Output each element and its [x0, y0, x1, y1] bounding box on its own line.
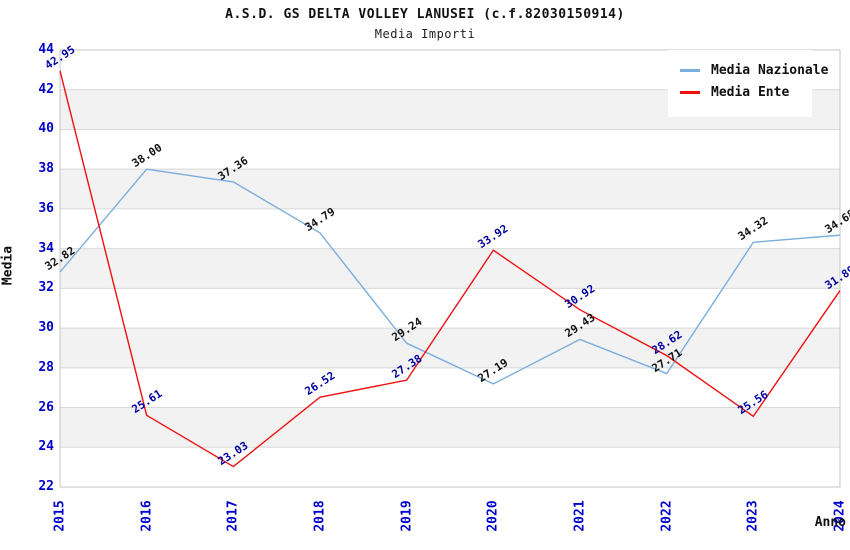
y-tick-label: 36	[38, 200, 54, 216]
legend-label: Media Nazionale	[711, 63, 829, 78]
legend-item-media-ente: Media Ente	[680, 85, 812, 100]
y-tick-label: 42	[38, 81, 54, 97]
grid-band	[60, 407, 840, 448]
legend-item-media-nazionale: Media Nazionale	[680, 63, 828, 78]
x-axis-title: Anno	[814, 515, 846, 530]
grid-band	[60, 248, 840, 289]
grid-band	[60, 328, 840, 368]
x-tick-label: 2016	[139, 500, 155, 532]
series-line-media-ente	[59, 70, 841, 468]
x-tick-label: 2022	[659, 500, 675, 532]
y-tick-label: 32	[38, 280, 54, 296]
grid-band	[60, 169, 840, 209]
x-tick-label: 2017	[225, 500, 241, 532]
x-tick-label: 2020	[485, 500, 501, 532]
series-line-media-nazionale	[59, 168, 841, 385]
y-tick-label: 34	[38, 240, 54, 256]
y-tick-label: 24	[38, 439, 54, 455]
x-tick-label: 2023	[745, 500, 761, 532]
plot-border	[59, 49, 841, 488]
chart-subtitle: Media Importi	[374, 27, 476, 41]
legend-label: Media Ente	[711, 85, 790, 100]
x-tick-label: 2018	[312, 500, 328, 532]
y-axis-title: Media	[0, 245, 16, 286]
media-ente-line-swatch-icon	[680, 91, 700, 94]
x-tick-label: 2015	[52, 500, 68, 532]
y-tick-label: 30	[38, 320, 54, 336]
y-tick-label: 38	[38, 161, 54, 177]
media-nazionale-line-swatch-icon	[680, 69, 700, 72]
legend: Media Nazionale Media Ente	[668, 50, 828, 117]
x-tick-label: 2019	[399, 500, 415, 532]
y-tick-label: 28	[38, 359, 54, 375]
y-tick-label: 26	[38, 399, 54, 415]
x-tick-label: 2021	[572, 500, 588, 532]
y-tick-label: 44	[38, 42, 54, 57]
y-tick-label: 40	[38, 121, 54, 137]
chart-title: A.S.D. GS DELTA VOLLEY LANUSEI (c.f.8203…	[225, 7, 625, 22]
y-tick-label: 22	[38, 479, 54, 494]
